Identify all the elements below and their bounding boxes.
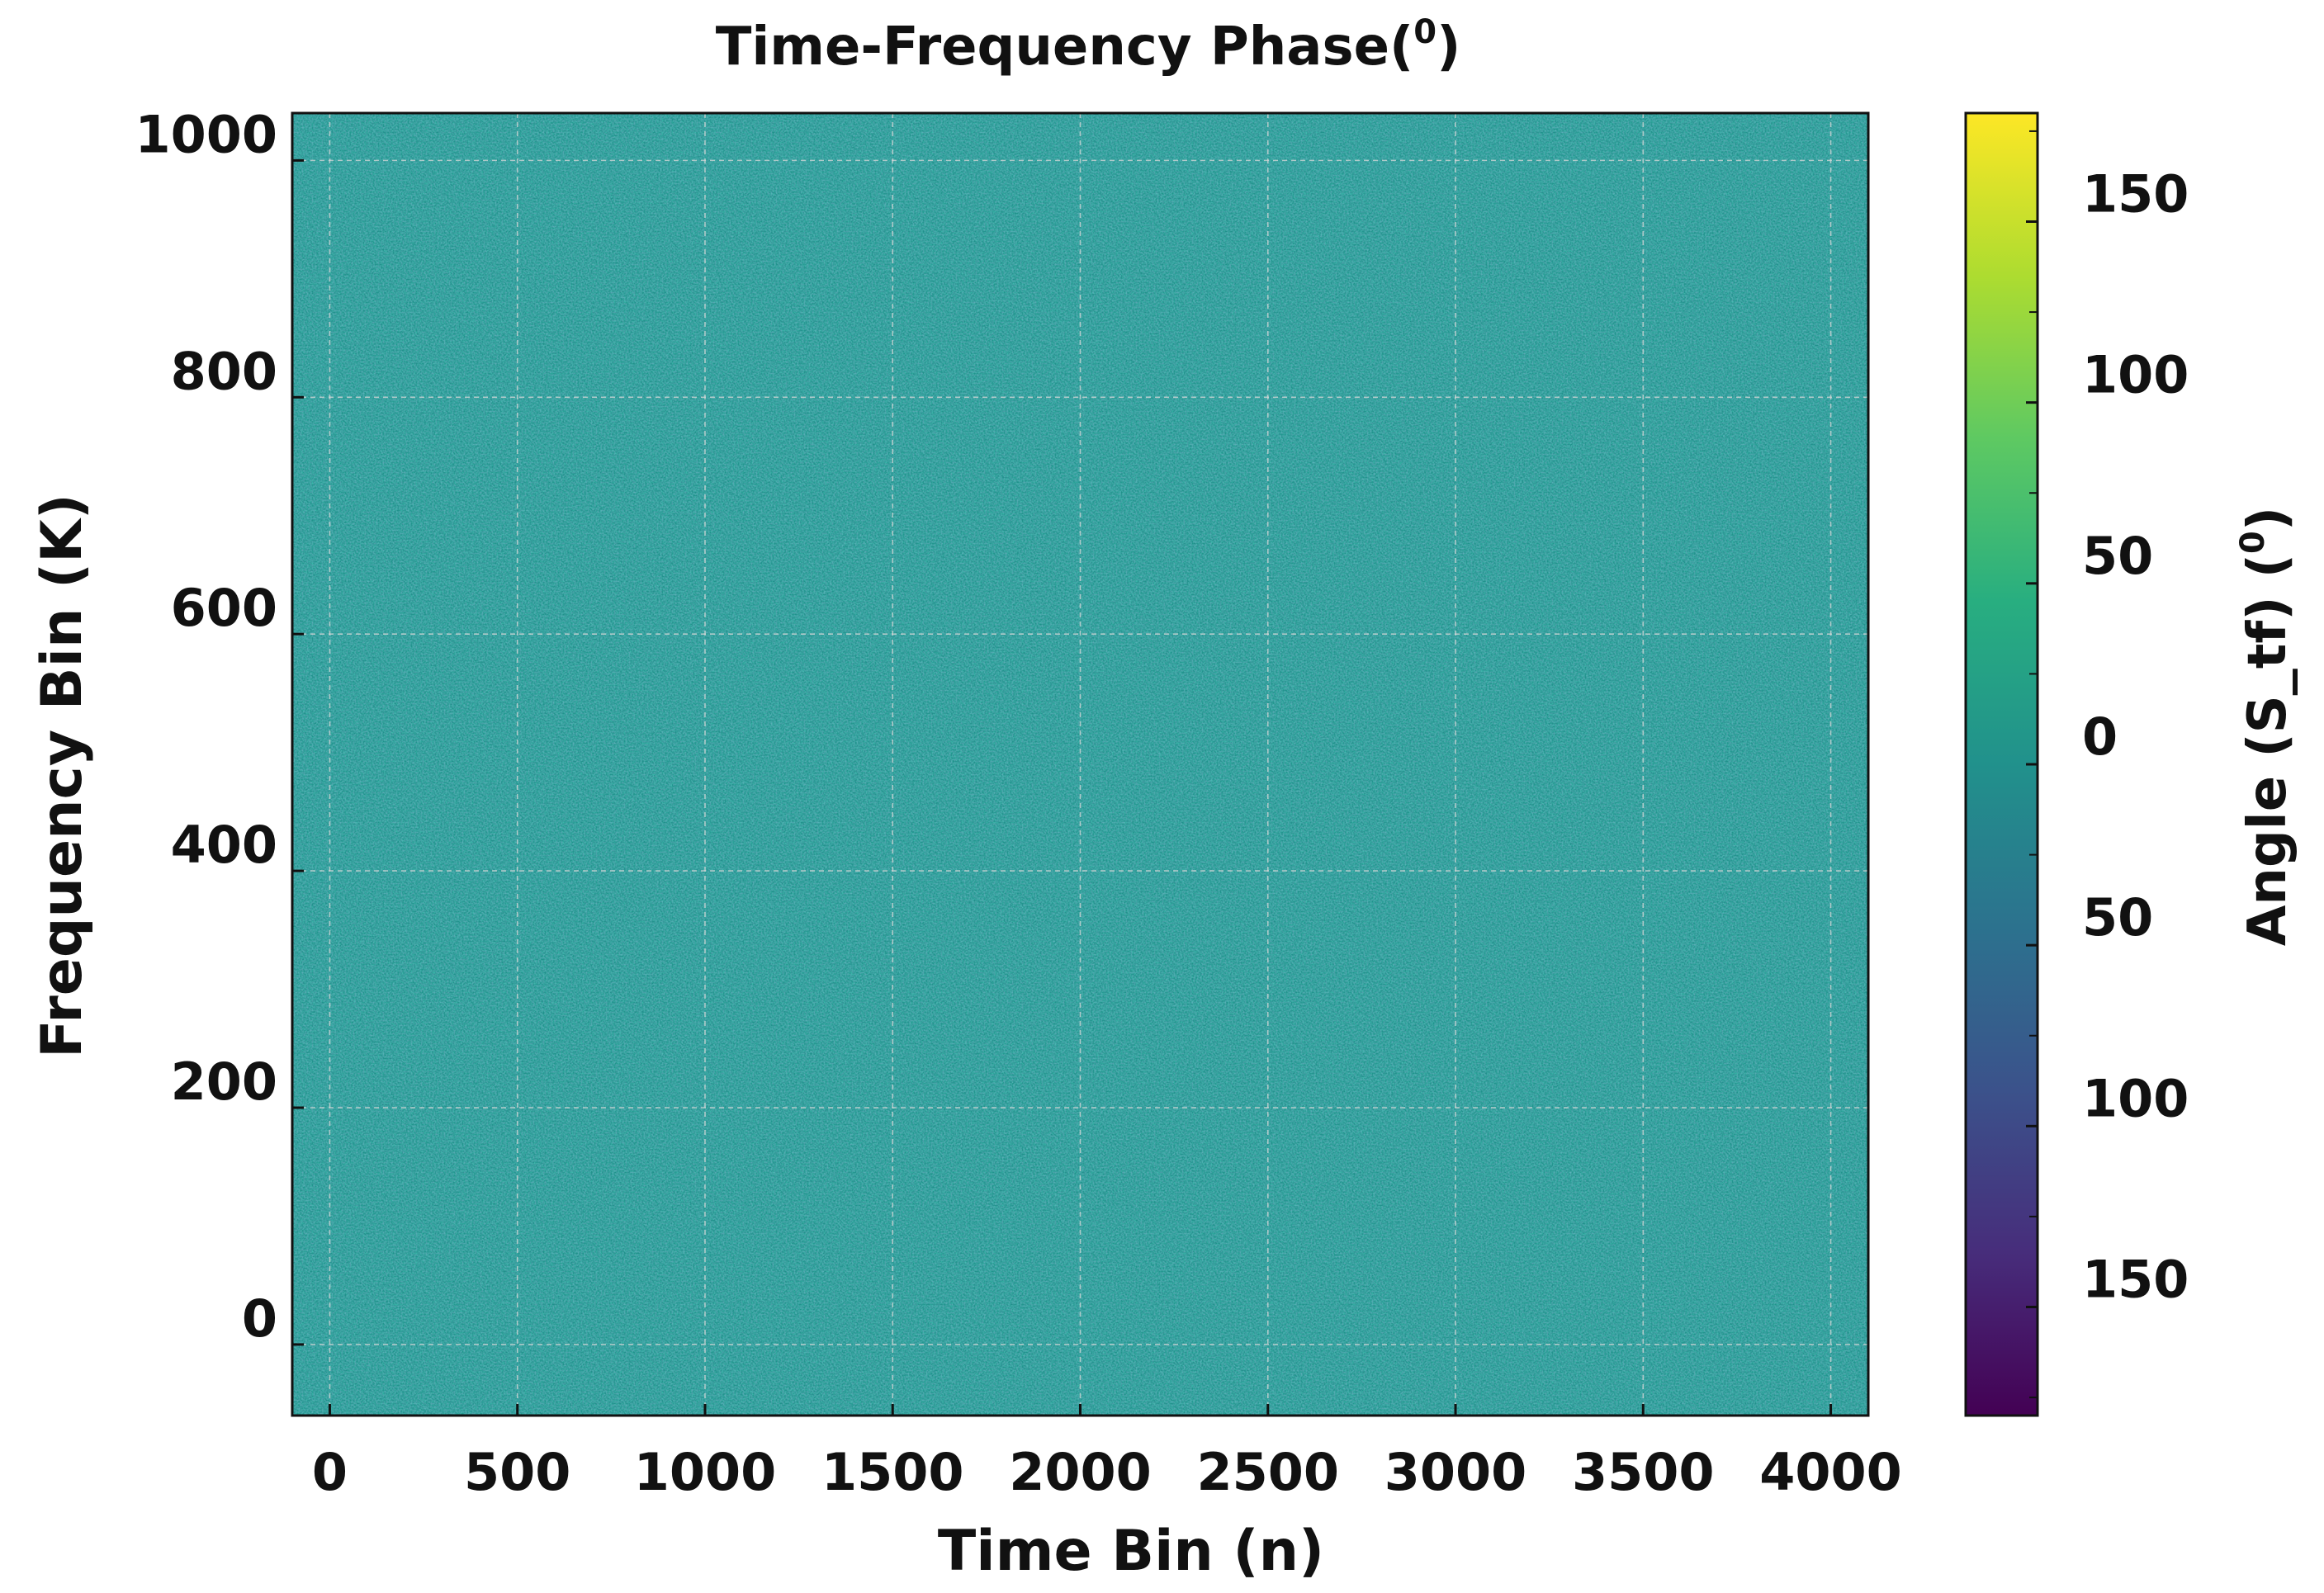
gridlines: [292, 113, 1868, 1416]
y-axis-label: Frequency Bin (K): [30, 494, 95, 1058]
x-tick-label: 500: [464, 1442, 570, 1502]
colorbar-tick-label: 100: [2082, 345, 2189, 405]
chart-title: Time-Frequency Phase(0): [716, 13, 1461, 78]
y-tick-label: 0: [242, 1288, 277, 1349]
colorbar-ticks: 150 100 50 0 50 100 150: [2026, 130, 2189, 1399]
colorbar-tick-label: 50: [2082, 526, 2153, 586]
y-tick-label: 600: [171, 578, 277, 638]
colorbar: 150 100 50 0 50 100 150 Angle (S_tf) (0): [1964, 111, 2298, 1417]
colorbar-label: Angle (S_tf) (0): [2234, 507, 2298, 946]
y-tick-label: 200: [171, 1052, 277, 1112]
colorbar-tick-label: 100: [2082, 1068, 2189, 1128]
x-tick-label: 0: [312, 1442, 348, 1502]
plot-area: 0 500 1000 1500 2000 2500 3000 3500 4000 0 200 400…: [135, 104, 1901, 1502]
colorbar-tick-label: 150: [2082, 164, 2189, 225]
x-tick-label: 1000: [634, 1442, 777, 1502]
y-tick-label: 1000: [135, 104, 277, 164]
x-tick-label: 2500: [1196, 1442, 1339, 1502]
y-tick-label: 400: [171, 815, 277, 875]
x-tick-label: 3500: [1572, 1442, 1715, 1502]
x-axis-ticks: 0 500 1000 1500 2000 2500 3000 3500 4000: [312, 1404, 1902, 1502]
colorbar-tick-label: 150: [2082, 1250, 2189, 1310]
colorbar-gradient: [1964, 111, 2039, 1417]
x-tick-label: 4000: [1759, 1442, 1902, 1502]
x-tick-label: 3000: [1384, 1442, 1527, 1502]
x-tick-label: 1500: [821, 1442, 964, 1502]
y-axis-ticks: 0 200 400 600 800 1000: [135, 104, 304, 1349]
x-tick-label: 2000: [1009, 1442, 1152, 1502]
x-axis-label: Time Bin (n): [938, 1519, 1324, 1584]
colorbar-tick-label: 0: [2082, 707, 2118, 767]
y-tick-label: 800: [171, 341, 277, 401]
colorbar-tick-label: 50: [2082, 887, 2153, 948]
